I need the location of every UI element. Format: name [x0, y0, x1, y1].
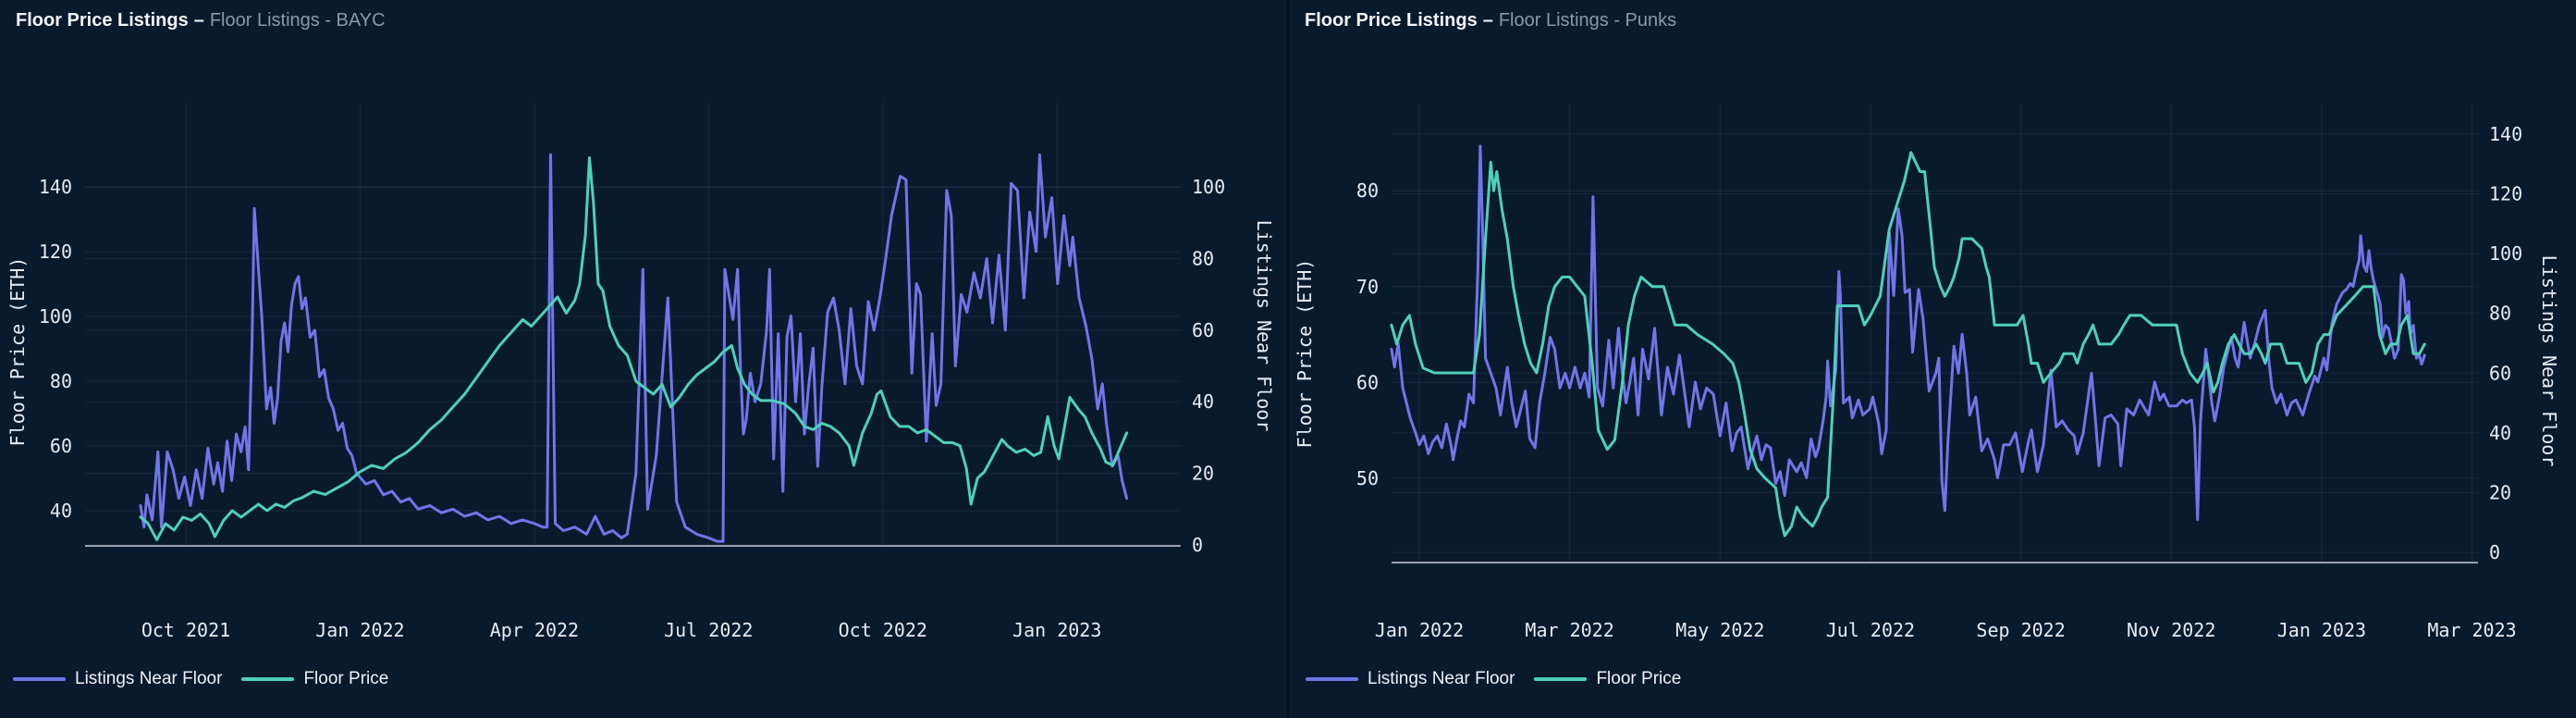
y-left-tick-label: 140 — [39, 176, 72, 198]
legend-swatch-floor-price — [1534, 677, 1588, 681]
chart-canvas-bayc: Oct 2021 Jan 2022 Apr 2022 Jul 2022 Oct 2022… — [6, 102, 1275, 641]
y-left-tick-label: 120 — [39, 241, 72, 263]
y-right-tick-label: 100 — [1192, 176, 1225, 198]
chart-canvas-punks: Jan 2022 Mar 2022 May 2022 Jul 2022 Sep 2022… — [1294, 104, 2560, 641]
series-line-listings-near-floor — [139, 153, 1129, 543]
series-line-floor-price — [1390, 151, 2426, 538]
y-right-axis-title: Listings Near Floor — [1253, 220, 1275, 432]
legend-item-listings-near-floor[interactable]: Listings Near Floor — [13, 669, 222, 689]
y-right-tick-label: 140 — [2489, 123, 2522, 145]
y-left-tick-label: 100 — [39, 305, 72, 328]
x-tick-label: Sep 2022 — [1976, 619, 2065, 641]
series-line-floor-price — [139, 156, 1129, 541]
y-left-tick-label: 60 — [1356, 371, 1379, 393]
legend-bayc: Listings Near Floor Floor Price — [13, 669, 388, 689]
y-left-axis-title: Floor Price (ETH) — [1294, 259, 1316, 449]
x-tick-label: Mar 2023 — [2427, 619, 2516, 641]
y-right-tick-label: 120 — [2489, 183, 2522, 205]
y-left-axis-title: Floor Price (ETH) — [6, 257, 29, 447]
chart-header-bayc: Floor Price Listings – Floor Listings - BA… — [16, 9, 386, 32]
chart-header-punks: Floor Price Listings – Floor Listings - Pu… — [1305, 9, 1676, 32]
y-left-tick-label: 80 — [1356, 180, 1379, 202]
panel-punks: Floor Price Listings – Floor Listings - Pu… — [1289, 0, 2576, 718]
legend-label-listings: Listings Near Floor — [75, 669, 223, 688]
legend-label-floor-price: Floor Price — [1596, 669, 1682, 688]
legend-swatch-listings — [13, 677, 66, 681]
title-separator: – — [193, 10, 204, 31]
x-tick-label: Jan 2022 — [315, 619, 404, 641]
x-tick-label: Jan 2022 — [1375, 619, 1464, 641]
x-tick-label: Jul 2022 — [1826, 619, 1915, 641]
y-right-tick-label: 80 — [1192, 248, 1214, 270]
y-left-tick-label: 70 — [1356, 276, 1379, 298]
x-tick-label: May 2022 — [1675, 619, 1764, 641]
legend-swatch-listings — [1306, 677, 1358, 681]
y-right-tick-label: 20 — [2489, 481, 2511, 503]
y-right-tick-label: 80 — [2489, 303, 2511, 325]
y-left-tick-label: 40 — [50, 500, 72, 522]
y-right-axis-title: Listings Near Floor — [2538, 255, 2560, 467]
y-right-tick-label: 60 — [1192, 319, 1214, 341]
x-tick-label: Jul 2022 — [664, 619, 753, 641]
chart-title: Floor Price Listings — [1305, 10, 1478, 31]
chart-title: Floor Price Listings — [16, 10, 189, 31]
x-tick-label: Jan 2023 — [1012, 619, 1101, 641]
x-tick-label: Nov 2022 — [2127, 619, 2215, 641]
title-separator: – — [1482, 10, 1493, 31]
y-right-tick-label: 0 — [2489, 541, 2500, 563]
series-line-listings-near-floor — [1390, 144, 2426, 521]
y-right-tick-label: 60 — [2489, 362, 2511, 384]
chart-subtitle: Floor Listings - Punks — [1498, 10, 1677, 31]
chart-subtitle: Floor Listings - BAYC — [209, 10, 386, 31]
legend-label-floor-price: Floor Price — [303, 669, 389, 688]
legend-item-floor-price[interactable]: Floor Price — [1534, 669, 1681, 689]
y-right-tick-label: 100 — [2489, 242, 2522, 265]
legend-item-floor-price[interactable]: Floor Price — [241, 669, 388, 689]
y-left-tick-label: 50 — [1356, 467, 1379, 489]
y-left-tick-label: 80 — [50, 370, 72, 392]
x-tick-label: Oct 2022 — [839, 619, 927, 641]
y-right-tick-label: 20 — [1192, 463, 1214, 485]
x-tick-label: Mar 2022 — [1525, 619, 1613, 641]
y-left-tick-label: 60 — [50, 435, 72, 457]
y-right-tick-label: 40 — [1192, 390, 1214, 413]
legend-punks: Listings Near Floor Floor Price — [1306, 669, 1681, 689]
legend-swatch-floor-price — [241, 677, 295, 681]
x-tick-label: Apr 2022 — [490, 619, 579, 641]
legend-label-listings: Listings Near Floor — [1368, 669, 1515, 688]
y-right-tick-label: 0 — [1192, 534, 1203, 556]
legend-item-listings-near-floor[interactable]: Listings Near Floor — [1306, 669, 1515, 689]
x-tick-label: Oct 2021 — [141, 619, 230, 641]
x-tick-label: Jan 2023 — [2277, 619, 2366, 641]
y-right-tick-label: 40 — [2489, 422, 2511, 444]
panel-bayc: Floor Price Listings – Floor Listings - BA… — [0, 0, 1287, 718]
